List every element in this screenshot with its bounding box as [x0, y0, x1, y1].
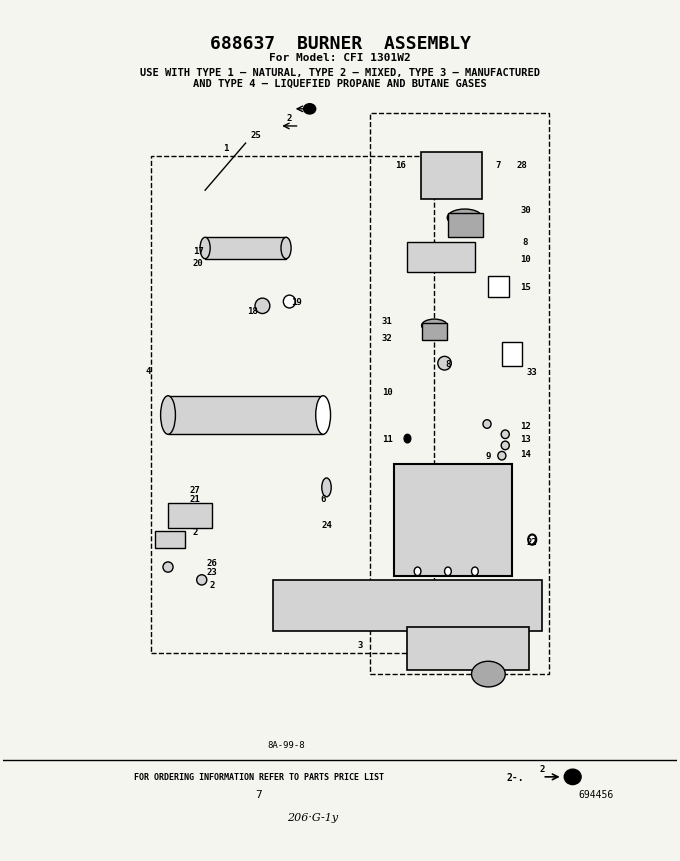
- Text: 10: 10: [520, 255, 531, 264]
- Ellipse shape: [303, 104, 316, 115]
- Text: 2: 2: [209, 580, 215, 589]
- Text: 22: 22: [527, 537, 538, 546]
- Text: 13: 13: [520, 435, 531, 443]
- Ellipse shape: [255, 299, 270, 314]
- Text: 11: 11: [382, 435, 392, 443]
- Bar: [407, 628, 529, 670]
- Ellipse shape: [284, 296, 296, 308]
- Text: 9: 9: [486, 452, 491, 461]
- Text: 694456: 694456: [579, 789, 614, 799]
- Text: 7: 7: [496, 161, 501, 170]
- Ellipse shape: [501, 430, 509, 439]
- Text: 28: 28: [517, 161, 528, 170]
- Text: AND TYPE 4 — LIQUEFIED PROPANE AND BUTANE GASES: AND TYPE 4 — LIQUEFIED PROPANE AND BUTAN…: [193, 79, 487, 89]
- Text: 32: 32: [382, 333, 392, 343]
- Text: 19: 19: [291, 298, 301, 307]
- Ellipse shape: [483, 420, 491, 429]
- Text: 2: 2: [540, 764, 545, 773]
- Text: 2: 2: [287, 114, 292, 123]
- Bar: [407, 242, 475, 272]
- Ellipse shape: [498, 452, 506, 461]
- Text: 23: 23: [207, 567, 217, 576]
- Text: 20: 20: [193, 259, 204, 268]
- Ellipse shape: [564, 769, 581, 784]
- Bar: [371, 114, 549, 674]
- Text: 2: 2: [192, 527, 198, 536]
- Text: 4: 4: [145, 366, 150, 375]
- Ellipse shape: [445, 567, 452, 576]
- Text: 30: 30: [520, 205, 531, 214]
- Bar: [394, 465, 512, 576]
- Bar: [502, 343, 522, 366]
- Bar: [168, 396, 323, 435]
- Ellipse shape: [414, 567, 421, 576]
- Bar: [273, 580, 543, 631]
- Text: 8: 8: [523, 238, 528, 247]
- Text: 26: 26: [207, 559, 217, 567]
- Text: 7: 7: [256, 789, 262, 799]
- Bar: [488, 276, 509, 298]
- Ellipse shape: [471, 661, 505, 687]
- Text: 14: 14: [520, 450, 531, 459]
- Ellipse shape: [447, 210, 482, 227]
- Text: 18: 18: [247, 307, 258, 315]
- Text: 27: 27: [190, 486, 201, 495]
- Ellipse shape: [316, 396, 330, 435]
- Text: 6: 6: [320, 494, 326, 504]
- Text: 8A-99-8: 8A-99-8: [267, 740, 305, 749]
- Text: 206·G-1y: 206·G-1y: [288, 812, 339, 822]
- Text: 15: 15: [520, 282, 531, 291]
- Bar: [205, 238, 286, 259]
- Text: 10: 10: [382, 387, 392, 397]
- Text: 688637  BURNER  ASSEMBLY: 688637 BURNER ASSEMBLY: [209, 34, 471, 53]
- Text: 25: 25: [250, 131, 261, 139]
- Text: 2-.: 2-.: [507, 772, 524, 782]
- Ellipse shape: [501, 442, 509, 450]
- Ellipse shape: [322, 479, 331, 497]
- Text: 3: 3: [358, 640, 363, 649]
- Text: 24: 24: [321, 520, 332, 530]
- Ellipse shape: [528, 535, 537, 545]
- Text: FOR ORDERING INFORMATION REFER TO PARTS PRICE LIST: FOR ORDERING INFORMATION REFER TO PARTS …: [134, 772, 384, 782]
- Ellipse shape: [404, 435, 411, 443]
- Ellipse shape: [281, 238, 291, 259]
- Text: 1: 1: [222, 144, 228, 152]
- Text: 31: 31: [382, 317, 392, 325]
- Ellipse shape: [471, 567, 478, 576]
- Ellipse shape: [200, 238, 210, 259]
- Bar: [422, 324, 447, 341]
- Text: 16: 16: [395, 161, 406, 170]
- Ellipse shape: [197, 575, 207, 585]
- Bar: [421, 152, 481, 200]
- Ellipse shape: [160, 396, 175, 435]
- Text: USE WITH TYPE 1 — NATURAL, TYPE 2 — MIXED, TYPE 3 — MANUFACTURED: USE WITH TYPE 1 — NATURAL, TYPE 2 — MIXE…: [140, 68, 540, 77]
- Bar: [154, 531, 185, 548]
- Ellipse shape: [163, 562, 173, 573]
- Bar: [448, 214, 483, 238]
- Bar: [168, 503, 212, 529]
- Text: For Model: CFI 1301W2: For Model: CFI 1301W2: [269, 53, 411, 64]
- Text: 12: 12: [520, 422, 531, 430]
- Bar: [151, 157, 435, 653]
- Text: 33: 33: [527, 368, 538, 377]
- Text: 8: 8: [445, 359, 451, 369]
- Text: 21: 21: [190, 494, 201, 504]
- Text: 17: 17: [193, 246, 204, 256]
- Ellipse shape: [438, 357, 452, 370]
- Ellipse shape: [422, 319, 447, 332]
